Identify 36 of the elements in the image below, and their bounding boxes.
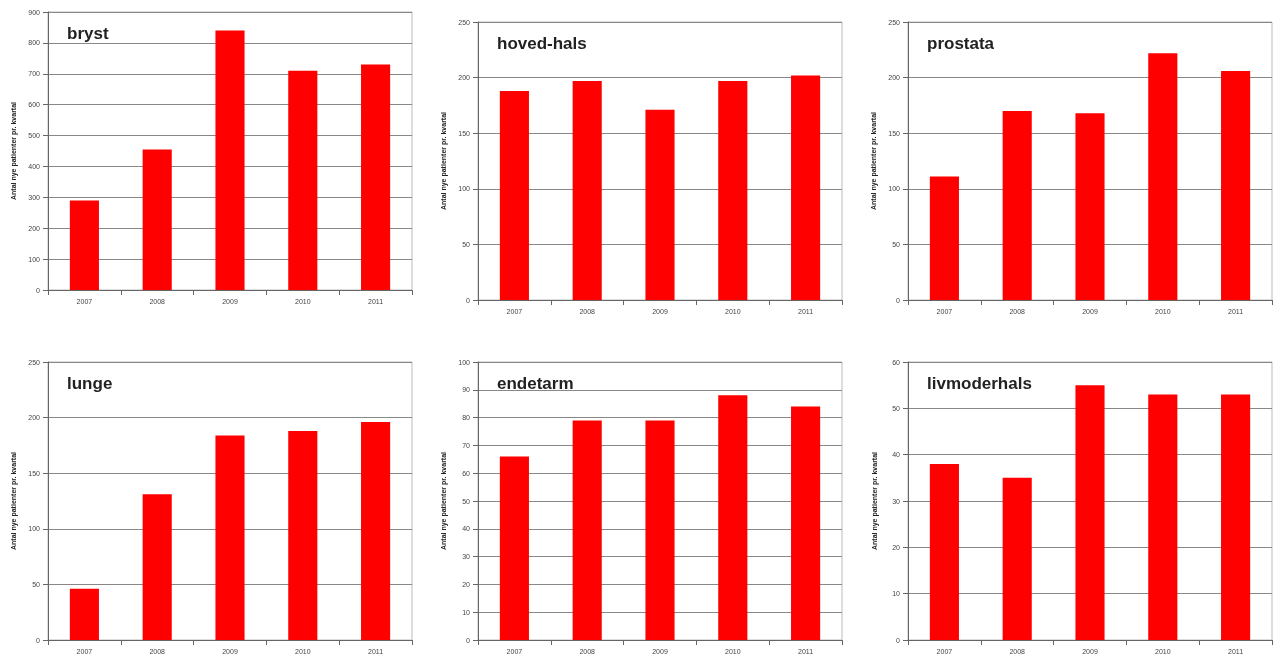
bar (288, 430, 318, 640)
bar (215, 30, 245, 290)
bar (1148, 53, 1178, 300)
bar (572, 420, 602, 640)
text: prostata (927, 34, 995, 53)
bar (499, 90, 529, 300)
bar (718, 80, 748, 300)
bar (69, 588, 99, 640)
bar (69, 200, 99, 290)
text: lunge (67, 374, 113, 393)
bar (791, 406, 821, 640)
bar (1148, 394, 1178, 640)
bar (288, 70, 318, 290)
bar (142, 494, 172, 640)
text: livmoderhals (927, 374, 1032, 393)
bar (1075, 385, 1105, 640)
bar (1075, 113, 1105, 300)
bar (215, 435, 245, 640)
bar (361, 64, 391, 290)
text: hoved-hals (497, 34, 587, 53)
bar (1002, 477, 1032, 640)
bar (361, 422, 391, 640)
bar (499, 456, 529, 640)
bar (645, 109, 675, 300)
bar (1002, 110, 1032, 300)
text: bryst (67, 24, 109, 43)
bar (572, 80, 602, 300)
bar (929, 463, 959, 640)
bar (1221, 70, 1251, 300)
bar (929, 176, 959, 300)
bar (791, 75, 821, 300)
bar (142, 149, 172, 290)
bar (1221, 394, 1251, 640)
bar (718, 395, 748, 640)
bar (645, 420, 675, 640)
text: endetarm (497, 374, 574, 393)
